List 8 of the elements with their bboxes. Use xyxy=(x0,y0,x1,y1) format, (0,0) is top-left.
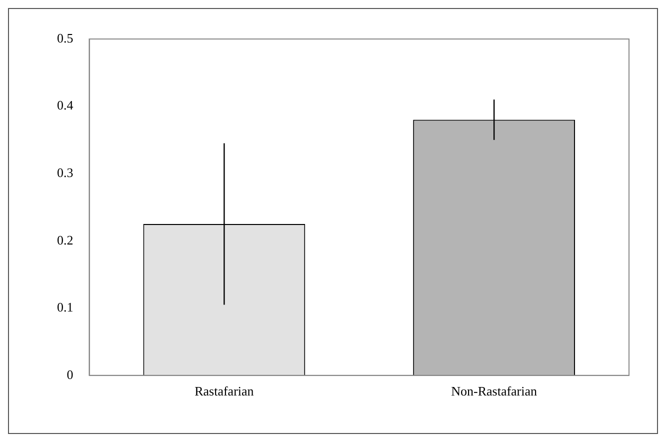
x-tick-label: Rastafarian xyxy=(194,384,254,399)
y-tick-label: 0 xyxy=(66,366,74,382)
y-tick-label: 0.2 xyxy=(57,232,74,248)
y-tick-label: 0.1 xyxy=(57,300,74,315)
y-tick-label: 0.4 xyxy=(57,98,74,113)
y-tick-label: 0.3 xyxy=(57,164,74,180)
y-tick-label: 0.5 xyxy=(57,30,74,46)
x-tick-label: Non-Rastafarian xyxy=(451,384,538,399)
